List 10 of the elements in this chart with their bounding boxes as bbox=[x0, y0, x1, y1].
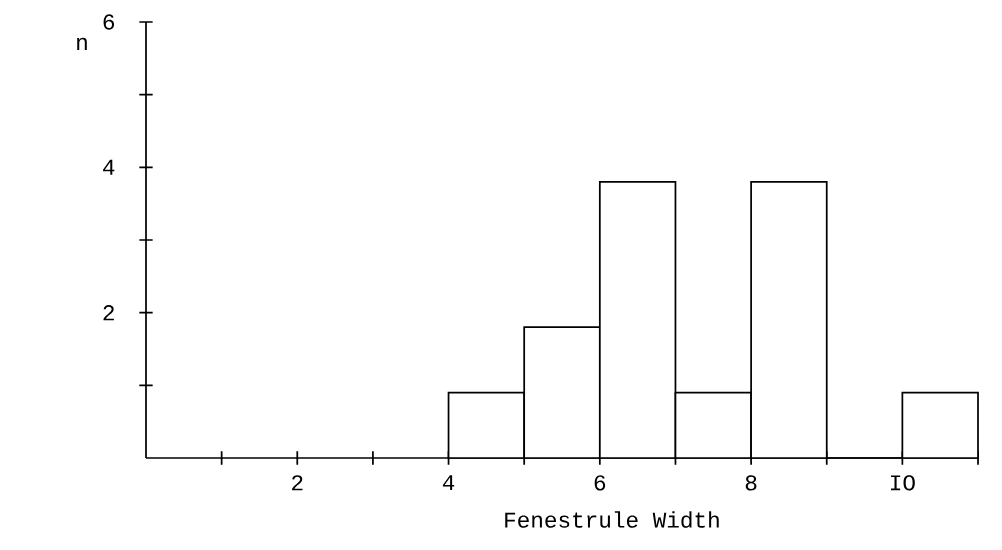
y-axis-title: n bbox=[77, 37, 87, 50]
y-tick-label: 4 bbox=[103, 159, 115, 175]
x-tick-label: 4 bbox=[442, 475, 455, 491]
y-tick-label: 2 bbox=[103, 305, 114, 321]
y-tick-label: 6 bbox=[103, 14, 115, 30]
x-tick-label: 2 bbox=[292, 475, 303, 491]
x-tick-label: 8 bbox=[745, 475, 757, 491]
x-axis-title: Fenestrule Width bbox=[505, 511, 719, 528]
x-tick-label: IO bbox=[891, 475, 915, 491]
x-tick-label: 6 bbox=[594, 475, 606, 491]
